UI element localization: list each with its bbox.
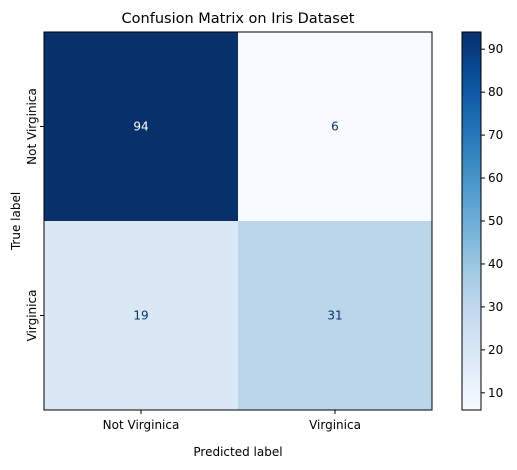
cell-value-label: 94: [133, 120, 148, 134]
matrix-cell: [238, 221, 432, 410]
x-tick-label: Virginica: [309, 418, 361, 432]
colorbar-tick-label: 60: [488, 171, 503, 185]
matrix-cell-labels: 94 6 19 31: [133, 120, 342, 323]
x-tick-label: Not Virginica: [103, 418, 180, 432]
x-axis-label: Predicted label: [193, 445, 282, 459]
matrix-cell: [238, 32, 432, 221]
cell-value-label: 31: [327, 309, 342, 323]
cell-value-label: 19: [133, 309, 148, 323]
colorbar-tick-label: 50: [488, 214, 503, 228]
colorbar-tick-label: 40: [488, 257, 503, 271]
colorbar-tick-label: 10: [488, 386, 503, 400]
x-axis-ticks: Not Virginica Virginica: [103, 410, 361, 432]
colorbar-ticks: 10 20 30 40 50 60 70 80 90: [481, 42, 503, 400]
matrix-cell: [44, 221, 238, 410]
y-axis-ticks: Not Virginica Virginica: [25, 88, 44, 341]
chart-title: Confusion Matrix on Iris Dataset: [122, 11, 355, 27]
y-tick-label: Not Virginica: [25, 88, 39, 165]
colorbar-tick-label: 70: [488, 128, 503, 142]
cell-value-label: 6: [331, 120, 339, 134]
colorbar-tick-label: 30: [488, 300, 503, 314]
colorbar: [461, 31, 482, 411]
matrix-cell: [44, 32, 238, 221]
y-tick-label: Virginica: [25, 290, 39, 342]
colorbar-tick-label: 80: [488, 85, 503, 99]
matrix-cells: [44, 32, 432, 410]
y-axis-label: True label: [9, 192, 23, 251]
colorbar-tick-label: 20: [488, 343, 503, 357]
colorbar-tick-label: 90: [488, 42, 503, 56]
matrix-frame: [43, 31, 433, 411]
